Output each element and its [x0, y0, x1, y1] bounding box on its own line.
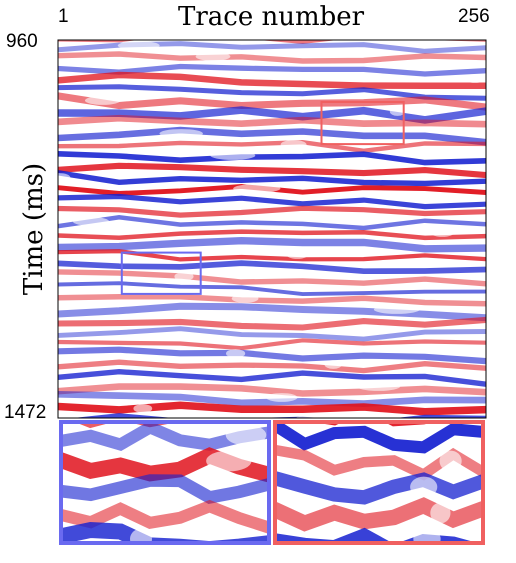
discontinuity: [413, 528, 441, 543]
x-axis-title: Trace number: [178, 2, 365, 32]
reflector-band: [58, 193, 486, 210]
y-tick-max: 1472: [4, 402, 47, 423]
reflector-band: [61, 556, 269, 563]
reflector-band: [58, 269, 486, 287]
discontinuity: [439, 450, 462, 472]
discontinuity: [117, 41, 160, 50]
discontinuity: [206, 450, 252, 472]
discontinuity: [72, 217, 110, 226]
zoom-inset-red-frame: [273, 420, 485, 545]
reflector-band: [275, 422, 483, 454]
discontinuity: [291, 555, 312, 563]
reflector-band: [58, 316, 486, 331]
reflector-band: [58, 51, 486, 64]
reflector-band: [61, 474, 269, 505]
reflector-band: [58, 71, 486, 90]
reflector-band: [58, 401, 486, 416]
reflector-band: [275, 471, 483, 505]
reflector-band: [58, 338, 486, 351]
reflector-band: [275, 557, 483, 563]
discontinuity: [373, 305, 420, 314]
discontinuity: [231, 294, 259, 303]
reflector-band: [58, 293, 486, 307]
discontinuity: [294, 415, 339, 418]
reflector-band: [58, 326, 486, 342]
reflector-band: [58, 215, 486, 231]
reflector-band: [58, 92, 486, 111]
discontinuity: [280, 140, 307, 149]
reflector-band: [61, 499, 269, 534]
reflector-band: [58, 390, 486, 407]
discontinuity: [130, 528, 152, 543]
reflector-band: [58, 346, 486, 365]
discontinuity: [174, 272, 194, 281]
reflector-band: [58, 106, 486, 124]
discontinuity: [133, 404, 153, 413]
reflector-band: [58, 236, 486, 253]
x-tick-min: 1: [58, 6, 69, 27]
discontinuity: [389, 107, 406, 116]
discontinuity: [356, 382, 401, 391]
reflector-band: [58, 151, 486, 166]
reflector-band: [58, 281, 486, 297]
zoom-inset-blue: [61, 422, 269, 563]
discontinuity: [430, 502, 451, 524]
discontinuity: [266, 393, 298, 402]
reflector-band: [58, 84, 486, 101]
reflector-band: [58, 139, 486, 154]
discontinuity: [410, 476, 438, 498]
reflector-band: [58, 205, 486, 218]
reflector-band: [58, 229, 486, 241]
discontinuity: [195, 52, 231, 61]
reflector-band: [58, 302, 486, 322]
discontinuity: [430, 228, 455, 237]
zoom-inset-red: [275, 422, 483, 563]
discontinuity: [464, 74, 486, 83]
y-tick-min: 960: [6, 31, 38, 52]
discontinuity: [210, 151, 256, 160]
discontinuity: [233, 184, 281, 193]
zoom-box-red: [320, 101, 405, 146]
reflector-band: [58, 260, 486, 275]
reflector-band: [58, 114, 486, 128]
zoom-inset-blue-frame: [59, 420, 271, 545]
reflector-band: [58, 170, 486, 187]
discontinuity: [159, 129, 203, 138]
discontinuity: [225, 424, 267, 446]
discontinuity: [286, 250, 309, 259]
reflector-band: [58, 368, 486, 387]
reflector-band: [61, 522, 269, 543]
reflector-band: [58, 359, 486, 374]
reflector-band: [58, 63, 486, 77]
x-tick-max: 256: [458, 6, 490, 27]
reflector-band: [58, 40, 486, 45]
reflector-band: [58, 126, 486, 146]
discontinuity: [324, 360, 342, 369]
section-frame: [57, 39, 487, 419]
reflector-band: [58, 383, 486, 397]
reflector-band: [58, 162, 486, 179]
discontinuity: [84, 96, 121, 105]
zoom-box-blue: [120, 251, 202, 295]
seismic-section: [58, 40, 486, 418]
discontinuity: [226, 349, 246, 358]
discontinuity: [58, 173, 71, 182]
